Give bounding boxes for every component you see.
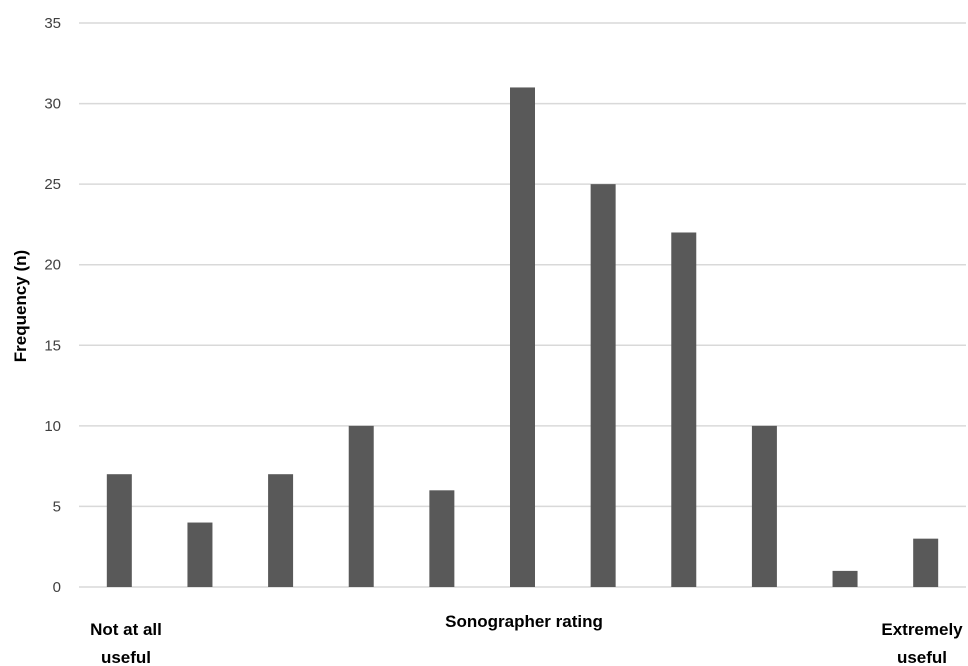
- x-axis-right-label-line2: useful: [897, 648, 947, 666]
- y-tick-label-30: 30: [44, 96, 61, 113]
- y-tick-label-10: 10: [44, 418, 61, 435]
- y-tick-label-25: 25: [44, 176, 61, 193]
- x-axis-right-label-line1: Extremely: [881, 620, 963, 639]
- bar-4: [348, 425, 374, 587]
- bar-7: [590, 184, 616, 587]
- y-axis-ticks: 0 5 10 15 20 25 30 35: [44, 15, 61, 596]
- bar-6: [510, 87, 535, 587]
- x-axis-left-label-line1: Not at all: [90, 620, 162, 639]
- y-tick-label-15: 15: [44, 337, 61, 354]
- bar-5: [429, 490, 455, 587]
- bars: [106, 87, 939, 587]
- x-axis-title: Sonographer rating: [445, 612, 603, 631]
- x-axis-left-label-line2: useful: [101, 648, 151, 666]
- y-axis-title: Frequency (n): [11, 250, 30, 362]
- y-tick-label-0: 0: [53, 579, 61, 596]
- y-tick-label-20: 20: [44, 257, 61, 274]
- bar-3: [268, 474, 294, 587]
- bar-10: [832, 570, 858, 587]
- bar-2: [187, 522, 213, 587]
- y-tick-label-5: 5: [53, 498, 61, 515]
- bar-9: [751, 425, 777, 587]
- bar-11: [913, 538, 939, 587]
- bar-1: [106, 474, 132, 587]
- bar-8: [671, 232, 697, 587]
- y-tick-label-35: 35: [44, 15, 61, 32]
